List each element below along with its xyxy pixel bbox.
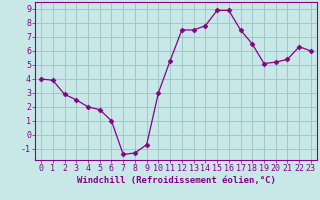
X-axis label: Windchill (Refroidissement éolien,°C): Windchill (Refroidissement éolien,°C)	[76, 176, 276, 185]
